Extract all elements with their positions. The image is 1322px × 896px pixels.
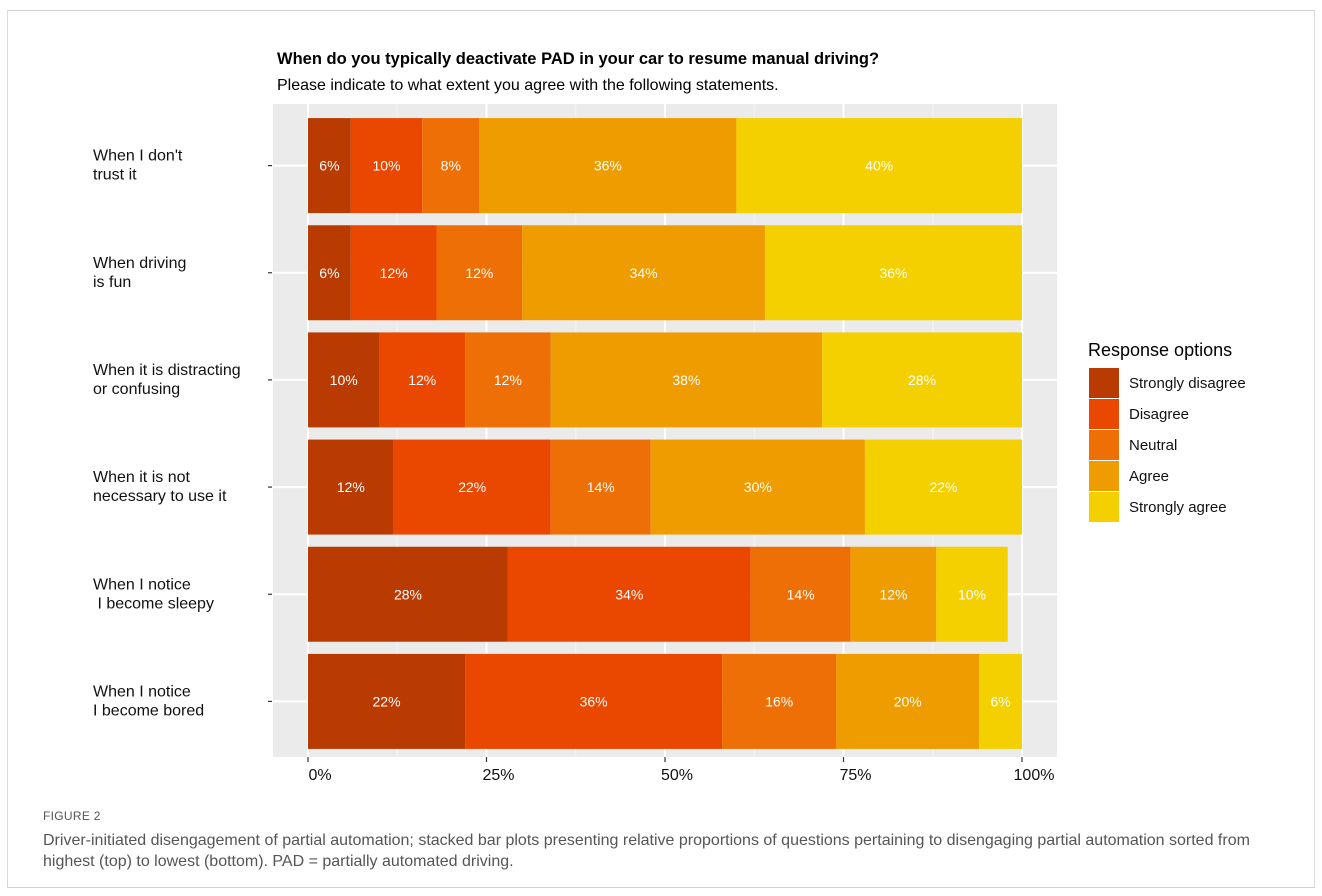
legend-swatch [1089, 461, 1119, 491]
legend-swatch [1089, 368, 1119, 398]
data-label: 6% [319, 265, 339, 281]
bar-segment [850, 546, 937, 642]
legend-swatch [1089, 492, 1119, 522]
bar-segment [750, 546, 851, 642]
stacked-bar-chart: When do you typically deactivate PAD in … [93, 50, 1246, 784]
bar-segment [393, 439, 551, 535]
bar-segment [350, 225, 437, 321]
figure-caption: Driver-initiated disengagement of partia… [43, 832, 1250, 870]
bar-segment [722, 653, 837, 749]
bar-segment [822, 332, 1022, 428]
y-tick-label: When I don't trust it [93, 148, 183, 184]
y-tick-label: When it is not necessary to use it [93, 469, 227, 505]
bar-segment [379, 332, 466, 428]
bar-segment [465, 332, 551, 428]
data-label: 30% [744, 479, 772, 495]
data-label: 12% [494, 372, 522, 388]
bar-segment [764, 225, 1022, 321]
bar-segment [422, 118, 480, 214]
bar-segment [308, 653, 466, 749]
bar-segment [308, 546, 508, 642]
data-label: 34% [630, 265, 658, 281]
data-label: 22% [373, 693, 401, 709]
data-label: 12% [879, 586, 907, 602]
x-tick-label: 25% [482, 767, 514, 784]
data-label: 16% [765, 693, 793, 709]
data-label: 6% [319, 158, 339, 174]
data-label: 14% [787, 586, 815, 602]
bar-segment [936, 546, 1008, 642]
bar-segment [465, 653, 723, 749]
data-label: 34% [615, 586, 643, 602]
frame-bottom-border [7, 887, 1315, 888]
y-tick-label: When I notice I become sleepy [93, 576, 214, 612]
legend-label: Agree [1129, 468, 1169, 485]
bars-group: 6% 10% 8% 36% 40% 6% 12% 12% 34% 36% 10% 12% 12% 38% 2… [308, 118, 1022, 749]
figure-label: FIGURE 2 [43, 809, 101, 823]
bar-segment [736, 118, 1022, 214]
data-label: 36% [580, 693, 608, 709]
bar-segment [864, 439, 1022, 535]
bar-segment [550, 439, 651, 535]
chart-subtitle: Please indicate to what extent you agree… [277, 77, 779, 94]
x-tick-label: 50% [661, 767, 693, 784]
legend-title: Response options [1088, 340, 1232, 360]
x-tick-label: 0% [308, 767, 331, 784]
figure-frame [7, 10, 1315, 888]
data-label: 10% [330, 372, 358, 388]
legend-label: Strongly disagree [1129, 375, 1246, 392]
legend-label: Neutral [1129, 437, 1177, 454]
bar-segment [308, 439, 394, 535]
bar-segment [836, 653, 980, 749]
bar-segment [436, 225, 523, 321]
x-tick-label: 100% [1014, 767, 1055, 784]
bar-segment [308, 118, 351, 214]
x-tick-label: 75% [839, 767, 871, 784]
y-tick-label: When I notice I become bored [93, 683, 204, 719]
legend-label: Strongly agree [1129, 499, 1227, 516]
legend-label: Disagree [1129, 406, 1189, 423]
data-label: 40% [865, 158, 893, 174]
data-label: 38% [672, 372, 700, 388]
data-label: 12% [408, 372, 436, 388]
bar-segment [522, 225, 765, 321]
frame-top-border [7, 10, 1315, 11]
legend-swatch [1089, 430, 1119, 460]
data-label: 36% [594, 158, 622, 174]
data-label: 28% [394, 586, 422, 602]
data-label: 6% [990, 693, 1010, 709]
bar-segment [550, 332, 823, 428]
legend: Response options Strongly disagree Disagr… [1088, 340, 1246, 522]
data-label: 20% [894, 693, 922, 709]
x-axis-ticks: 0% 25% 50% 75% 100% [307, 757, 1055, 784]
data-label: 12% [465, 265, 493, 281]
bar-segment [308, 332, 380, 428]
bar-segment [507, 546, 751, 642]
bar-segment [350, 118, 423, 214]
chart-title: When do you typically deactivate PAD in … [277, 50, 879, 68]
y-tick-label: When it is distracting or confusing [93, 362, 241, 398]
bar-segment [479, 118, 737, 214]
data-label: 12% [380, 265, 408, 281]
data-label: 10% [373, 158, 401, 174]
data-label: 22% [458, 479, 486, 495]
legend-swatch [1089, 399, 1119, 429]
data-label: 14% [587, 479, 615, 495]
data-label: 28% [908, 372, 936, 388]
bar-segment [650, 439, 865, 535]
bar-segment [979, 653, 1022, 749]
data-label: 8% [441, 158, 461, 174]
bar-segment [308, 225, 351, 321]
y-axis-labels: When I don't trust it When driving is fun Wh… [93, 148, 272, 719]
y-tick-label: When driving is fun [93, 255, 186, 291]
data-label: 22% [929, 479, 957, 495]
data-label: 12% [337, 479, 365, 495]
data-label: 36% [879, 265, 907, 281]
data-label: 10% [958, 586, 986, 602]
